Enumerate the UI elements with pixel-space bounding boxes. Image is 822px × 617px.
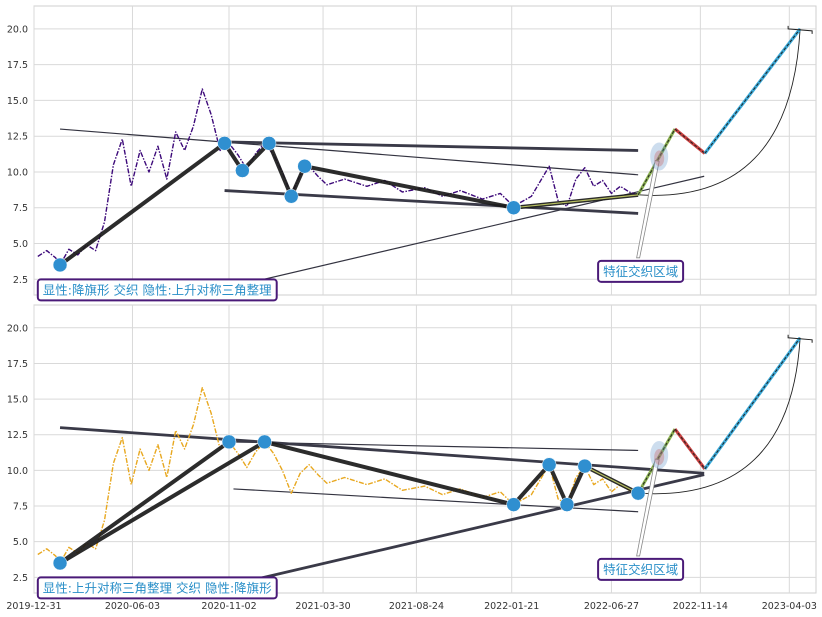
y-tick-label: 15.0 [7,96,28,107]
interweave-zone-label-box: 特征交织区域 [597,557,685,581]
callout-arrow [636,458,660,557]
chart-panel-1: 2.5 5.0 7.5 10.0 12.5 15.0 17.5 20.0 显性:降旗形 交织 隐… [7,5,817,302]
y-tick-label: 7.5 [13,502,28,513]
y-tick-label: 17.5 [7,60,28,71]
projection-leg-target-dash [704,337,801,470]
trend-line-thin [59,128,639,176]
pattern-description-label: 显性:上升对称三角整理 交织 隐性:降旗形 [43,580,272,595]
y-tick-label: 5.0 [13,537,28,548]
y-tick-label: 10.0 [7,167,28,178]
projection-leg-down-dash [674,428,706,470]
y-tick-label: 15.0 [7,395,28,406]
interweave-zone-label-box: 特征交织区域 [597,259,685,283]
pattern-point [221,434,237,450]
x-tick-label: 2022-01-21 [484,601,539,612]
pattern-point [577,458,593,474]
pattern-description-label-box: 显性:降旗形 交织 隐性:上升对称三角整理 [36,278,278,302]
trend-line-thick [233,473,705,586]
target-end-cap [787,25,813,34]
trend-line-thick [224,140,639,152]
interweave-zone-label: 特征交织区域 [603,562,678,577]
y-tick-label: 17.5 [7,359,28,370]
y-tick-label: 20.0 [7,323,28,334]
y-tick-label: 20.0 [7,24,28,35]
pattern-description-label-border [36,576,278,600]
interweave-highlight-core [654,448,665,465]
pattern-point [257,434,272,450]
interweave-highlight-core [654,150,665,167]
x-tick-label: 2022-06-27 [584,601,639,612]
pattern-point [506,497,521,512]
pattern-description-label-box: 显性:上升对称三角整理 交织 隐性:降旗形 [36,576,278,600]
pattern-point [235,163,250,178]
interweave-zone-label: 特征交织区域 [603,264,678,279]
pattern-point [261,136,277,151]
pattern-description-label-border [36,278,278,302]
pattern-final-leg-accent [513,194,639,209]
x-tick-label: 2021-03-30 [295,601,350,612]
pattern-point [52,555,68,571]
pattern-point [297,158,312,174]
interweave-highlight [650,440,669,469]
plot-frame [33,5,817,296]
target-end-cap [787,334,813,343]
projection-leg-down-dash [674,128,706,154]
x-tick-label: 2020-06-03 [105,601,160,612]
x-tick-label: 2023-04-03 [762,601,817,612]
pattern-point [541,457,557,472]
chart-panel-2: 2.5 5.0 7.5 10.0 12.5 15.0 17.5 20.0 2019-12-31 2… [6,304,817,612]
pattern-point [217,136,232,151]
y-tick-label: 5.0 [13,239,28,250]
x-tick-label: 2019-12-31 [6,601,61,612]
y-tick-label: 12.5 [7,430,28,441]
price-series-line [37,387,639,564]
x-tick-label: 2020-11-02 [201,601,256,612]
pattern-final-leg-accent [584,465,639,494]
projection-curve-guide [638,28,801,196]
y-tick-label: 2.5 [13,275,28,286]
pattern-point [506,200,521,215]
interweave-highlight [650,142,669,171]
interweave-zone-label-border [597,557,685,581]
y-tick-label: 2.5 [13,573,28,584]
x-tick-label: 2021-08-24 [389,601,444,612]
pattern-description-label: 显性:降旗形 交织 隐性:上升对称三角整理 [43,282,272,297]
interweave-zone-label-border [597,259,685,283]
pattern-point [52,257,68,273]
pattern-point [630,485,646,501]
pattern-point [559,497,575,512]
trend-line-thick [59,426,705,475]
callout-arrow [636,160,660,259]
y-tick-label: 10.0 [7,466,28,477]
plot-frame [33,304,817,594]
pattern-point [284,189,299,204]
y-tick-label: 7.5 [13,203,28,214]
projection-leg-target-dash [704,28,801,154]
x-tick-label: 2022-11-14 [673,601,728,612]
projection-curve-guide [638,337,801,495]
y-tick-label: 12.5 [7,132,28,143]
